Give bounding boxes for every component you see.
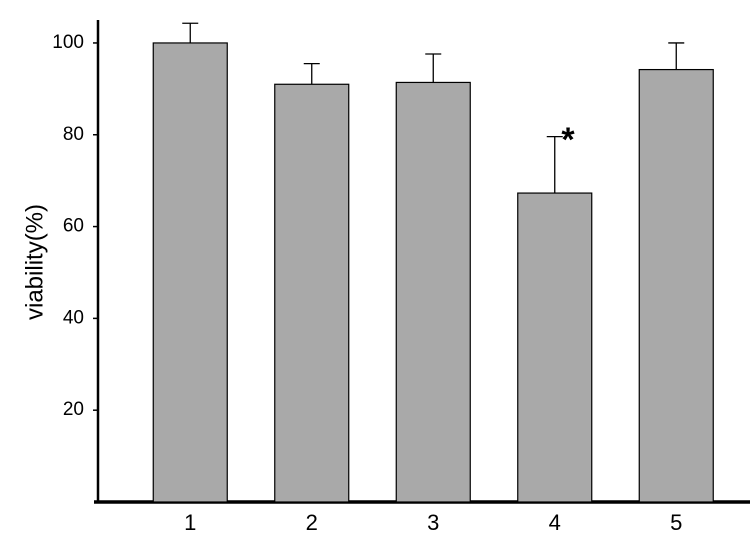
y-tick-label: 20	[63, 399, 84, 420]
x-tick-label: 3	[427, 510, 439, 535]
y-tick-label: 100	[52, 32, 84, 53]
y-axis-label: viability(%)	[21, 204, 48, 320]
y-tick-label: 80	[63, 124, 84, 145]
bar	[517, 192, 593, 503]
bar	[152, 42, 228, 503]
y-tick-label: 40	[63, 307, 84, 328]
x-tick-label: 5	[670, 510, 682, 535]
annotation: *	[561, 121, 575, 159]
bar	[274, 83, 350, 503]
x-tick-label: 1	[184, 510, 196, 535]
x-tick-label: 2	[306, 510, 318, 535]
y-tick-label: 60	[63, 216, 84, 237]
x-tick-label: 4	[549, 510, 561, 535]
bar	[638, 68, 714, 503]
bar	[395, 81, 471, 503]
